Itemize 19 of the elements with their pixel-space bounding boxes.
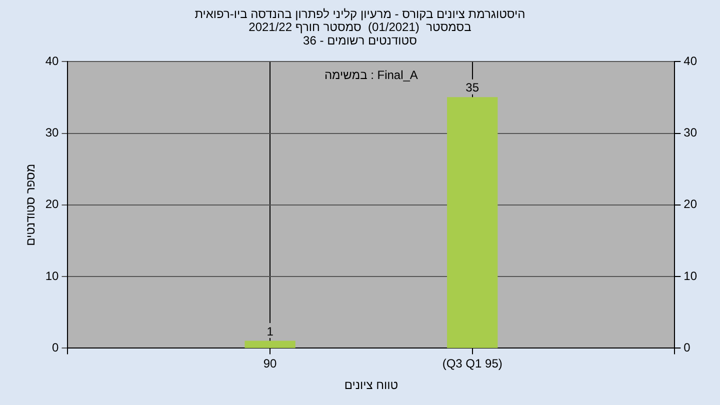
y-tick-label: 20 — [45, 197, 60, 212]
y2-tick-label: 10 — [684, 268, 698, 283]
y-tick-label: 30 — [45, 126, 60, 140]
x-axis-title: טווח ציונים — [344, 378, 398, 392]
y2-tick-label: 40 — [684, 54, 698, 68]
y2-tick-label: 20 — [684, 197, 698, 212]
annotation: במשימה : Final_A — [324, 68, 418, 82]
x-tick-label: 90 — [263, 356, 278, 371]
x-tick-label: (Q3 Q1 95) — [442, 356, 502, 371]
y-tick-label: 10 — [45, 268, 60, 283]
y2-tick-label: 0 — [684, 340, 691, 355]
data-label: 1 — [266, 324, 274, 338]
chart-subtitle: בסמסטר (01/2021) סמסטר חורף 2021/22 סטודנטים רשומים - 36 — [248, 20, 472, 48]
y2-tick-label: 30 — [684, 126, 698, 140]
y-tick-label: 40 — [45, 54, 60, 68]
y-axis-title: מספר סטודנטים — [24, 164, 38, 246]
chart-title: היסטוגרמת ציונים בקורס - מרעיון קליני לפתרון בהנדסה ביו-רפואית — [194, 6, 526, 21]
data-label: 35 — [466, 80, 480, 95]
y-tick-label: 0 — [52, 340, 60, 355]
